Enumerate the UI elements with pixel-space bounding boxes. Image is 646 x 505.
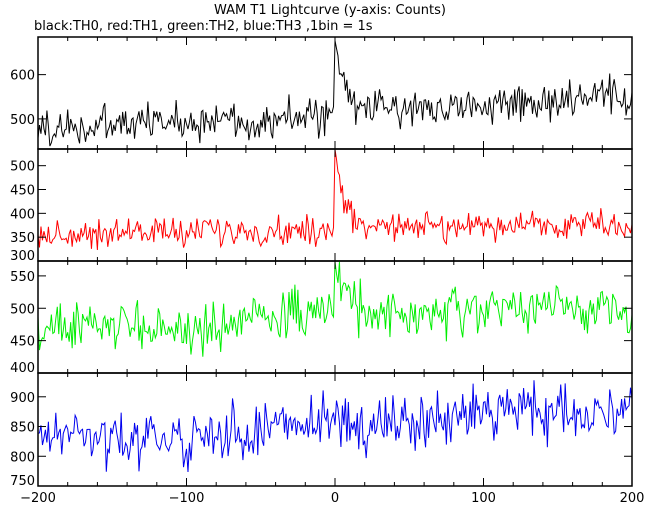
x-tick-label: 100 — [471, 491, 496, 505]
y-tick-label: 400 — [10, 207, 35, 222]
y-tick-label: 500 — [10, 302, 35, 317]
y-tick-label: 550 — [10, 270, 35, 285]
series-th0 — [37, 40, 633, 147]
panel-th1: 300 350 400 450 500 — [10, 148, 633, 264]
x-axis: −200 −100 0 100 200 — [20, 491, 644, 505]
series-th2 — [37, 261, 633, 357]
x-tick-label: 200 — [620, 491, 645, 505]
chart-subtitle: black:TH0, red:TH1, green:TH2, blue:TH3 … — [34, 19, 373, 34]
y-tick-label: 600 — [10, 69, 35, 84]
y-tick-label: 900 — [10, 391, 35, 406]
panel-th0: 500 600 — [10, 36, 633, 150]
y-tick-label: 500 — [10, 113, 35, 128]
chart-title: WAM T1 Lightcurve (y-axis: Counts) — [214, 3, 446, 18]
y-tick-label: 450 — [10, 335, 35, 350]
series-th3 — [37, 380, 633, 473]
x-tick-label: −100 — [169, 491, 205, 505]
series-th1 — [37, 149, 633, 251]
y-tick-label: 350 — [10, 231, 35, 246]
panel-stack: 500 600 300 350 400 450 500 400 450 500 550 750 800 8… — [10, 36, 633, 489]
y-tick-label: 800 — [10, 450, 35, 465]
y-tick-label: 400 — [10, 361, 35, 376]
panel-th2: 400 450 500 550 — [10, 260, 633, 376]
panel-th3: 750 800 850 900 — [10, 372, 633, 489]
y-tick-label: 300 — [10, 249, 35, 264]
y-tick-label: 850 — [10, 421, 35, 436]
x-tick-label: −200 — [20, 491, 56, 505]
panel-frame-th3 — [37, 372, 633, 487]
y-tick-label: 500 — [10, 160, 35, 175]
y-tick-label: 450 — [10, 184, 35, 199]
x-tick-label: 0 — [331, 491, 339, 505]
y-tick-label: 750 — [10, 474, 35, 489]
